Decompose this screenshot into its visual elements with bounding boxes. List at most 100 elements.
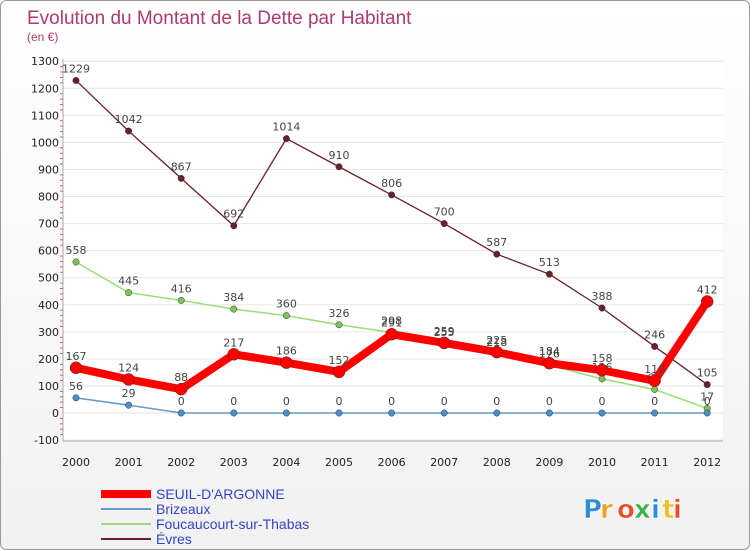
data-point-seuil-d-argonne [385, 328, 398, 341]
data-point--vres [703, 381, 711, 389]
data-label-seuil-d-argonne: 158 [592, 352, 613, 365]
data-label--vres: 700 [434, 206, 455, 219]
data-label-foucaucourt-sur-thabas: 298 [381, 314, 402, 327]
legend-label--vres: Évres [156, 531, 192, 547]
data-point-seuil-d-argonne [280, 356, 293, 369]
x-tick-label: 2003 [220, 456, 248, 469]
y-tick-label: 1300 [31, 55, 59, 68]
y-tick-label: 900 [38, 163, 59, 176]
data-point-brizeaux [703, 409, 711, 417]
data-point-brizeaux [230, 409, 238, 417]
data-label-foucaucourt-sur-thabas: 17 [700, 390, 714, 403]
data-point--vres [177, 174, 185, 182]
logo-letter: r [600, 495, 613, 525]
x-tick-label: 2009 [535, 456, 563, 469]
data-label-seuil-d-argonne: 124 [118, 361, 139, 374]
y-tick-label: 200 [38, 353, 59, 366]
data-point-brizeaux [125, 401, 133, 409]
data-point-seuil-d-argonne [122, 373, 135, 386]
data-point-seuil-d-argonne [595, 363, 609, 377]
data-point-seuil-d-argonne [332, 365, 346, 379]
data-label-foucaucourt-sur-thabas: 384 [223, 291, 244, 304]
data-label--vres: 1014 [272, 121, 300, 134]
data-label-brizeaux: 0 [230, 395, 237, 408]
data-point-foucaucourt-sur-thabas [598, 375, 606, 383]
x-tick-label: 2011 [641, 456, 669, 469]
data-point-seuil-d-argonne [69, 361, 83, 375]
data-label-seuil-d-argonne: 412 [697, 284, 718, 297]
data-point-seuil-d-argonne [437, 336, 451, 350]
x-tick-label: 2001 [115, 456, 143, 469]
data-point-foucaucourt-sur-thabas [335, 321, 343, 329]
data-label--vres: 587 [486, 236, 507, 249]
data-label-seuil-d-argonne: 217 [223, 336, 244, 349]
logo-letter: i [673, 495, 682, 525]
data-point-seuil-d-argonne [490, 345, 504, 359]
data-point--vres [651, 342, 659, 350]
x-tick-label: 2005 [325, 456, 353, 469]
data-point-brizeaux [598, 409, 606, 417]
data-point-seuil-d-argonne [174, 382, 188, 396]
data-label-brizeaux: 0 [388, 395, 395, 408]
data-point--vres [282, 135, 290, 143]
data-label--vres: 692 [223, 208, 244, 221]
x-tick-label: 2000 [62, 456, 90, 469]
x-tick-label: 2012 [693, 456, 721, 469]
data-label-foucaucourt-sur-thabas: 255 [434, 326, 455, 339]
x-tick-label: 2008 [483, 456, 511, 469]
data-label-brizeaux: 0 [599, 395, 606, 408]
data-point--vres [598, 304, 606, 312]
data-label--vres: 388 [592, 290, 613, 303]
data-label-foucaucourt-sur-thabas: 445 [118, 275, 139, 288]
data-label-seuil-d-argonne: 152 [329, 354, 350, 367]
data-label--vres: 1229 [62, 62, 90, 75]
y-tick-label: 300 [38, 326, 59, 339]
unit-label: (en €) [27, 30, 58, 44]
chart-title: Evolution du Montant de la Dette par Hab… [27, 8, 412, 29]
y-tick-label: 1000 [31, 136, 59, 149]
data-point-brizeaux [493, 409, 501, 417]
data-point-brizeaux [335, 409, 343, 417]
data-point-brizeaux [651, 409, 659, 417]
data-label-brizeaux: 0 [493, 395, 500, 408]
legend-label-brizeaux: Brizeaux [156, 501, 210, 517]
data-label-brizeaux: 0 [704, 395, 711, 408]
data-point-brizeaux [545, 409, 553, 417]
data-label-brizeaux: 0 [651, 395, 658, 408]
data-label-seuil-d-argonne: 186 [276, 345, 297, 358]
data-point-foucaucourt-sur-thabas [282, 312, 290, 320]
data-point--vres [72, 76, 80, 84]
data-label--vres: 867 [171, 160, 192, 173]
data-point-brizeaux [282, 409, 290, 417]
data-label-foucaucourt-sur-thabas: 176 [539, 347, 560, 360]
data-label-brizeaux: 0 [178, 395, 185, 408]
data-point-brizeaux [388, 409, 396, 417]
data-point-foucaucourt-sur-thabas [125, 289, 133, 297]
data-point-foucaucourt-sur-thabas [230, 305, 238, 313]
data-label-seuil-d-argonne: 184 [539, 345, 560, 358]
y-tick-label: 400 [38, 299, 59, 312]
y-tick-label: 800 [38, 191, 59, 204]
y-tick-label: -100 [34, 434, 59, 447]
data-point-brizeaux [440, 409, 448, 417]
plot-area [63, 59, 723, 441]
y-tick-label: 500 [38, 272, 59, 285]
data-label--vres: 910 [329, 149, 350, 162]
y-tick-label: 100 [38, 380, 59, 393]
legend-label-seuil-d-argonne: SEUIL-D'ARGONNE [156, 486, 285, 502]
data-label--vres: 1042 [115, 113, 143, 126]
data-point-brizeaux [177, 409, 185, 417]
y-tick-label: 600 [38, 245, 59, 258]
logo-letter: i [651, 495, 660, 525]
data-point-seuil-d-argonne [227, 348, 241, 361]
data-label-foucaucourt-sur-thabas: 416 [171, 282, 192, 295]
x-tick-label: 2007 [430, 456, 458, 469]
data-point--vres [545, 270, 553, 278]
data-point-foucaucourt-sur-thabas [651, 386, 659, 393]
data-label-foucaucourt-sur-thabas: 326 [329, 307, 350, 320]
data-label-foucaucourt-sur-thabas: 558 [66, 244, 87, 257]
data-point-seuil-d-argonne [648, 374, 661, 388]
data-label--vres: 513 [539, 256, 560, 269]
data-label-brizeaux: 29 [122, 387, 136, 400]
